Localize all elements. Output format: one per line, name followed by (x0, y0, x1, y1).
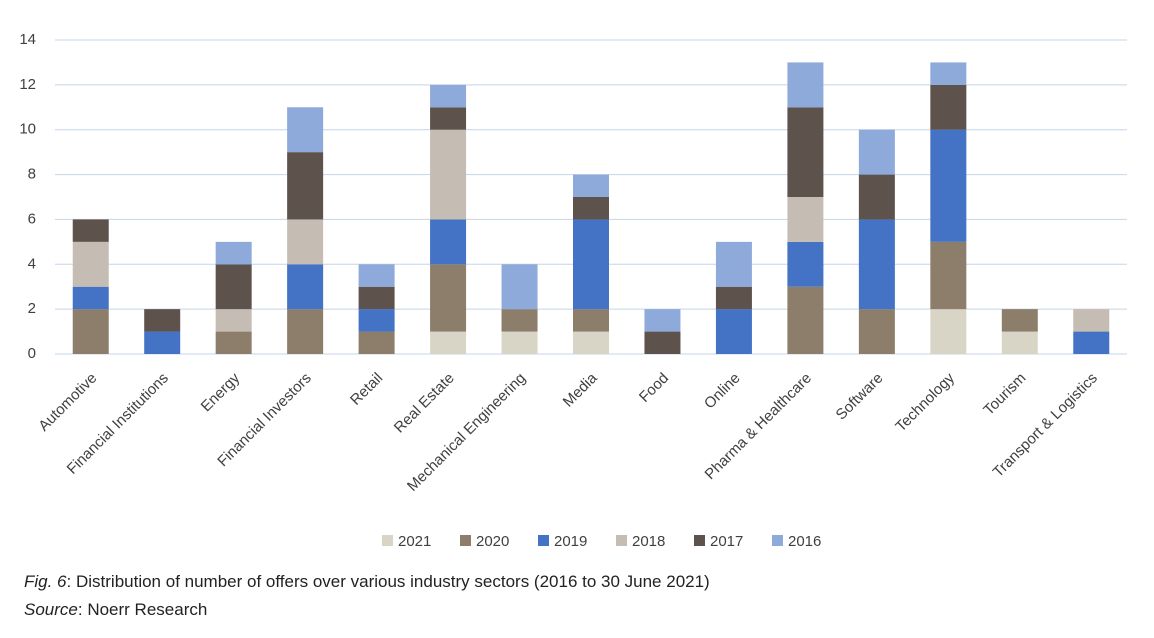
bar-segment (358, 286, 395, 310)
y-tick-label: 2 (28, 300, 36, 317)
x-tick-label: Real Estate (391, 370, 458, 437)
bar-segment (430, 107, 467, 130)
bar-segment (573, 331, 609, 354)
legend-swatch (772, 535, 783, 546)
bar-segment (573, 219, 609, 310)
bar-segment (644, 331, 681, 354)
bar-segment (858, 129, 895, 175)
x-tick-label: Software (833, 370, 887, 424)
bar-segment (501, 309, 538, 332)
bar-segment (287, 152, 324, 220)
bar-segment (287, 107, 324, 153)
legend-swatch (382, 535, 393, 546)
x-tick-label: Technology (892, 369, 958, 435)
x-tick-label: Food (636, 370, 672, 406)
bar-segment (215, 331, 252, 354)
bar-segment (72, 309, 109, 354)
x-tick-label: Automotive (35, 370, 100, 435)
bar-segment (1073, 331, 1110, 354)
legend-label: 2017 (710, 533, 743, 550)
bar-segment (858, 219, 895, 310)
bar-segment (930, 241, 967, 310)
bar-segment (930, 84, 967, 130)
bar-segment (715, 286, 752, 310)
bar-segment (573, 174, 609, 197)
bar-segment (715, 309, 752, 354)
bar-segment (358, 309, 395, 332)
x-tick-label: Online (701, 370, 744, 413)
caption-label: Fig. 6 (24, 572, 67, 591)
bar-segment (430, 84, 467, 108)
bar-segment (430, 219, 467, 265)
legend-swatch (460, 535, 471, 546)
x-tick-label: Energy (198, 369, 244, 415)
bar-segment (930, 129, 967, 242)
bar-segment (287, 264, 324, 310)
x-tick-label: Media (560, 369, 601, 410)
caption-text: : Distribution of number of offers over … (66, 572, 710, 591)
bar-segment (430, 129, 467, 220)
bar-segment (1001, 331, 1038, 354)
x-tick-label: Tourism (980, 370, 1029, 419)
bar-segment (215, 241, 252, 265)
legend-label: 2016 (788, 533, 821, 550)
y-tick-label: 10 (19, 121, 36, 138)
bar-segment (501, 331, 538, 354)
bar-segment (358, 264, 395, 287)
legend-swatch (694, 535, 705, 546)
bar-segment (930, 309, 967, 354)
bar-segment (787, 286, 824, 354)
bar-segment (787, 197, 824, 242)
x-tick-label: Retail (347, 370, 386, 409)
bar-segment (72, 286, 109, 310)
x-tick-label: Mechanical Engineering (404, 370, 529, 495)
bar-segment (72, 241, 109, 287)
y-tick-label: 8 (28, 166, 36, 183)
y-tick-label: 6 (28, 210, 36, 227)
legend-label: 2018 (632, 533, 665, 550)
bar-segment (787, 241, 824, 287)
bar-segment (287, 219, 324, 265)
legend-swatch (538, 535, 549, 546)
bar-segment (144, 331, 181, 354)
y-tick-label: 14 (19, 31, 36, 48)
bar-segment (930, 62, 967, 85)
y-tick-label: 4 (28, 255, 36, 272)
bar-segment (858, 309, 895, 354)
bar-segment (430, 331, 467, 354)
legend-label: 2020 (476, 533, 509, 550)
bar-segment (573, 309, 609, 332)
bar-segment (573, 197, 609, 220)
bar-segment (430, 264, 467, 332)
legend-label: 2021 (398, 533, 431, 550)
bar-segment (72, 219, 109, 242)
bar-segment (215, 264, 252, 310)
source-text: : Noerr Research (77, 600, 208, 619)
source-label: Source (24, 600, 78, 619)
bar-segment (858, 174, 895, 220)
bar-segment (1073, 309, 1110, 332)
legend-swatch (616, 535, 627, 546)
y-tick-label: 0 (28, 345, 36, 362)
bar-segment (715, 241, 752, 287)
legend-label: 2019 (554, 533, 587, 550)
bar-segment (144, 309, 181, 332)
caption: Fig. 6: Distribution of number of offers… (24, 572, 710, 592)
bar-segment (1001, 309, 1038, 332)
bar-segment (287, 309, 324, 354)
bar-segment (358, 331, 395, 354)
bar-segment (644, 309, 681, 332)
bar-segment (215, 309, 252, 332)
bar-segment (787, 107, 824, 197)
bar-segment (787, 62, 824, 108)
bar-segment (501, 264, 538, 310)
source: Source: Noerr Research (24, 600, 207, 620)
y-tick-label: 12 (19, 76, 36, 93)
